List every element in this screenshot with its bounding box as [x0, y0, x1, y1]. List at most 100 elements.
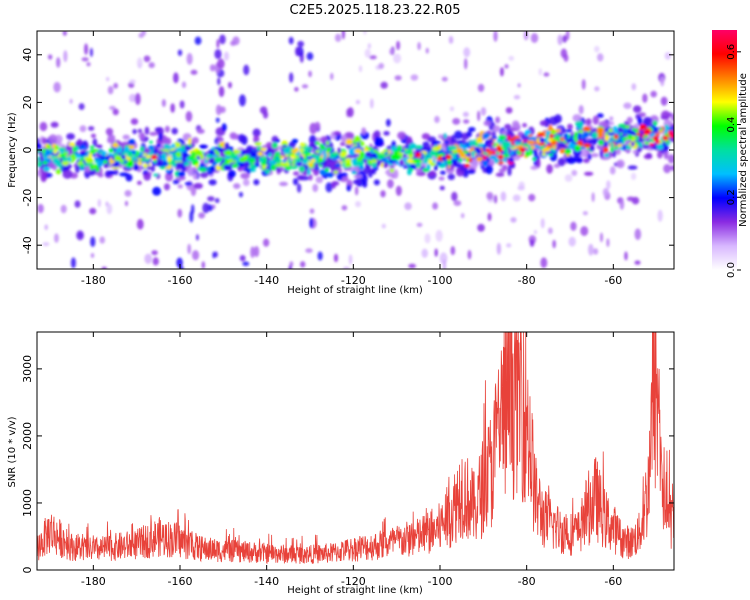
- spectrum-blob: [158, 155, 163, 160]
- spectrum-blob: [625, 125, 630, 129]
- spectrum-blob: [485, 164, 493, 175]
- spectrum-blob: [532, 157, 537, 161]
- x-tick-label: -180: [81, 274, 106, 287]
- spectrum-blob: [106, 137, 115, 144]
- spectrum-blob: [93, 157, 101, 161]
- spectrum-blob: [47, 54, 53, 60]
- spectrum-blob: [95, 167, 100, 172]
- spectrum-blob: [199, 144, 208, 149]
- spectrum-blob: [403, 165, 407, 169]
- spectrum-blob: [88, 152, 93, 160]
- spectrum-blob: [253, 246, 260, 258]
- spectrum-blob: [215, 104, 222, 116]
- colorbar-label: Normalized spectral amplitude: [738, 73, 749, 227]
- spectrum-blob: [664, 51, 672, 60]
- spectrum-blob: [136, 218, 144, 230]
- spectrum-blob: [271, 142, 278, 149]
- spectrum-blob: [194, 150, 203, 157]
- spectrum-blob: [576, 140, 584, 146]
- spectrum-blob: [105, 127, 114, 136]
- spectrum-blob: [433, 163, 438, 171]
- spectrum-blob: [346, 184, 352, 192]
- spectrum-blob: [359, 155, 365, 160]
- spectrum-blob: [124, 189, 132, 197]
- spectrum-blob: [396, 145, 403, 152]
- spectrum-blob: [364, 48, 371, 58]
- spectrum-blob: [464, 163, 471, 168]
- spectrum-blob: [439, 170, 446, 175]
- spectrum-blob: [610, 142, 614, 148]
- spectrum-blob: [337, 147, 342, 154]
- spectrum-blob: [468, 158, 473, 163]
- spectrum-blob: [187, 166, 194, 177]
- spectrum-blob: [341, 205, 348, 211]
- spectrum-blob: [574, 135, 578, 143]
- spectrum-blob: [74, 164, 80, 174]
- spectrum-blob: [207, 196, 215, 202]
- spectrum-blob: [631, 83, 637, 91]
- spectrum-blob: [380, 81, 388, 89]
- spectrum-blob: [342, 266, 350, 269]
- spectrum-blob: [182, 151, 187, 157]
- spectrum-blob: [223, 51, 230, 61]
- spectrum-blob: [437, 134, 443, 139]
- spectrum-blob: [44, 151, 52, 157]
- spectrum-blob: [108, 148, 114, 153]
- spectrum-blob: [510, 145, 515, 149]
- spectrum-blob: [586, 118, 592, 126]
- spectrum-blob: [533, 229, 537, 235]
- spectrum-blob: [554, 128, 561, 133]
- spectrogram-x-axis-label: Height of straight line (km): [287, 285, 423, 296]
- spectrum-blob: [353, 174, 363, 179]
- spectrum-blob: [227, 169, 236, 178]
- spectrum-blob: [448, 35, 454, 44]
- spectrum-blob: [237, 161, 245, 168]
- spectrum-blob: [275, 163, 282, 168]
- spectrum-blob: [565, 153, 570, 157]
- spectrum-blob: [300, 261, 306, 268]
- spectrum-blob: [132, 128, 137, 135]
- spectrum-blob: [137, 128, 143, 134]
- spectrum-blob: [39, 121, 48, 132]
- spectrum-blob: [652, 126, 660, 134]
- spectrum-blob: [329, 152, 334, 159]
- spectrum-blob: [190, 69, 198, 75]
- spectrum-blob: [540, 257, 548, 269]
- spectrum-blob: [525, 150, 530, 158]
- spectrum-blob: [62, 156, 68, 163]
- y-tick-label: 0: [21, 147, 34, 154]
- spectrum-blob: [143, 163, 148, 169]
- spectrum-blob: [208, 157, 216, 164]
- spectrum-blob: [333, 170, 339, 174]
- spectrum-blob: [584, 171, 594, 176]
- spectrum-blob: [656, 150, 663, 159]
- spectrum-blob: [79, 146, 88, 150]
- spectrum-blob: [670, 113, 674, 122]
- spectrum-blob: [564, 148, 572, 155]
- spectrum-blob: [438, 176, 445, 181]
- spectrum-blob: [650, 90, 657, 98]
- spectrum-hotspot: [497, 154, 504, 160]
- spectrum-blob: [429, 162, 436, 167]
- spectrum-blob: [336, 155, 340, 159]
- spectrum-blob: [399, 159, 404, 167]
- spectrum-blob: [239, 255, 246, 262]
- spectrum-blob: [413, 158, 422, 164]
- spectrum-blob: [607, 132, 615, 136]
- y-tick-label: -40: [21, 236, 34, 254]
- spectrum-blob: [326, 172, 334, 178]
- spectrum-blob: [232, 36, 240, 46]
- spectrum-blob: [99, 236, 106, 244]
- spectrum-blob: [192, 137, 199, 144]
- spectrum-blob: [296, 183, 302, 193]
- spectrum-blob: [111, 143, 120, 148]
- colorbar-gradient: [712, 30, 737, 270]
- colorbar-tick-label: 0.4: [726, 117, 737, 133]
- spectrum-blob: [242, 178, 250, 187]
- spectrum-blob: [152, 257, 159, 266]
- spectrum-blob: [275, 159, 283, 164]
- spectrum-blob: [504, 148, 509, 155]
- spectrum-blob: [44, 224, 49, 231]
- spectrum-blob: [262, 110, 269, 119]
- spectrum-blob: [248, 157, 256, 164]
